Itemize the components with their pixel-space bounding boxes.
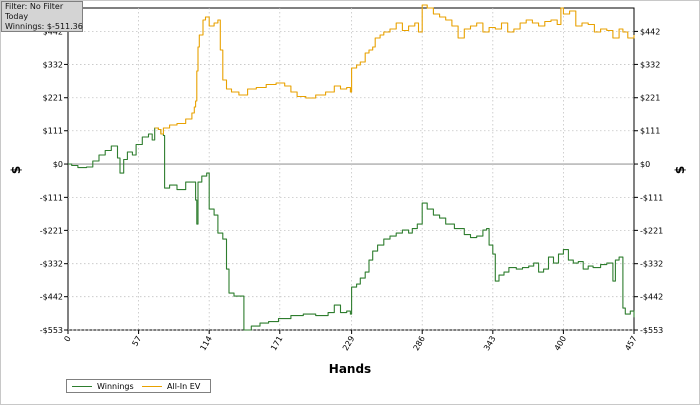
y-tick-label-left: -$221	[40, 226, 63, 235]
x-tick-label: 457	[623, 335, 638, 353]
filter-label: Filter: No Filter	[5, 2, 64, 11]
y-tick-label-right: -$111	[640, 193, 663, 202]
y-tick-label-left: -$553	[40, 326, 63, 335]
x-tick-label: 286	[412, 335, 427, 353]
y-tick-label-right: $0	[640, 160, 650, 169]
y-tick-label-left: $332	[43, 60, 63, 69]
chart-legend: Winnings All-In EV	[66, 379, 211, 393]
grid-layer	[67, 7, 635, 331]
series-line-winnings	[68, 127, 635, 331]
y-tick-label-right: -$221	[640, 226, 663, 235]
y-tick-label-left: $0	[53, 160, 63, 169]
y-tick-label-left: $111	[43, 127, 63, 136]
y-tick-label-left: $221	[43, 94, 63, 103]
y-tick-label-right: -$553	[640, 326, 663, 335]
legend-item-all-in-ev: All-In EV	[142, 382, 200, 391]
y-tick-label-right: $442	[640, 27, 660, 36]
legend-label-all-in-ev: All-In EV	[167, 382, 201, 391]
period-label: Today	[5, 12, 29, 21]
y-tick-label-right: -$332	[640, 260, 663, 269]
y-tick-label-right: $332	[640, 60, 660, 69]
x-tick-label: 0	[62, 335, 72, 344]
x-tick-label: 229	[341, 335, 356, 353]
legend-item-winnings: Winnings	[72, 382, 134, 391]
y-tick-label-right: $111	[640, 127, 660, 136]
tick-layer: -$553 -$553 -$442 -$442 -$332 -$332 -$221 -$221…	[40, 27, 664, 352]
x-tick-label: 114	[198, 335, 213, 353]
legend-label-winnings: Winnings	[97, 382, 134, 391]
series-layer	[68, 4, 635, 331]
y-tick-label-left: -$332	[40, 260, 63, 269]
legend-swatch-winnings	[72, 386, 92, 387]
y-axis-title-left: $	[9, 166, 23, 174]
x-tick-label: 400	[553, 335, 568, 353]
y-tick-label-left: -$442	[40, 293, 63, 302]
y-axis-title-right: $	[673, 166, 687, 174]
x-axis-title: Hands	[329, 362, 371, 376]
x-tick-label: 343	[482, 335, 497, 353]
series-line-all-in-ev	[154, 4, 635, 135]
y-tick-label-right: $221	[640, 94, 660, 103]
x-tick-label: 171	[269, 335, 284, 353]
filter-info-box: Filter: No Filter Today Winnings: $-511.…	[1, 1, 83, 32]
plot-area-border	[67, 7, 635, 331]
x-tick-label: 57	[130, 335, 143, 348]
legend-swatch-all-in-ev	[142, 386, 162, 387]
y-tick-label-right: -$442	[640, 293, 663, 302]
winnings-label: Winnings: $-511.36	[5, 22, 83, 31]
y-tick-label-left: -$111	[40, 193, 63, 202]
